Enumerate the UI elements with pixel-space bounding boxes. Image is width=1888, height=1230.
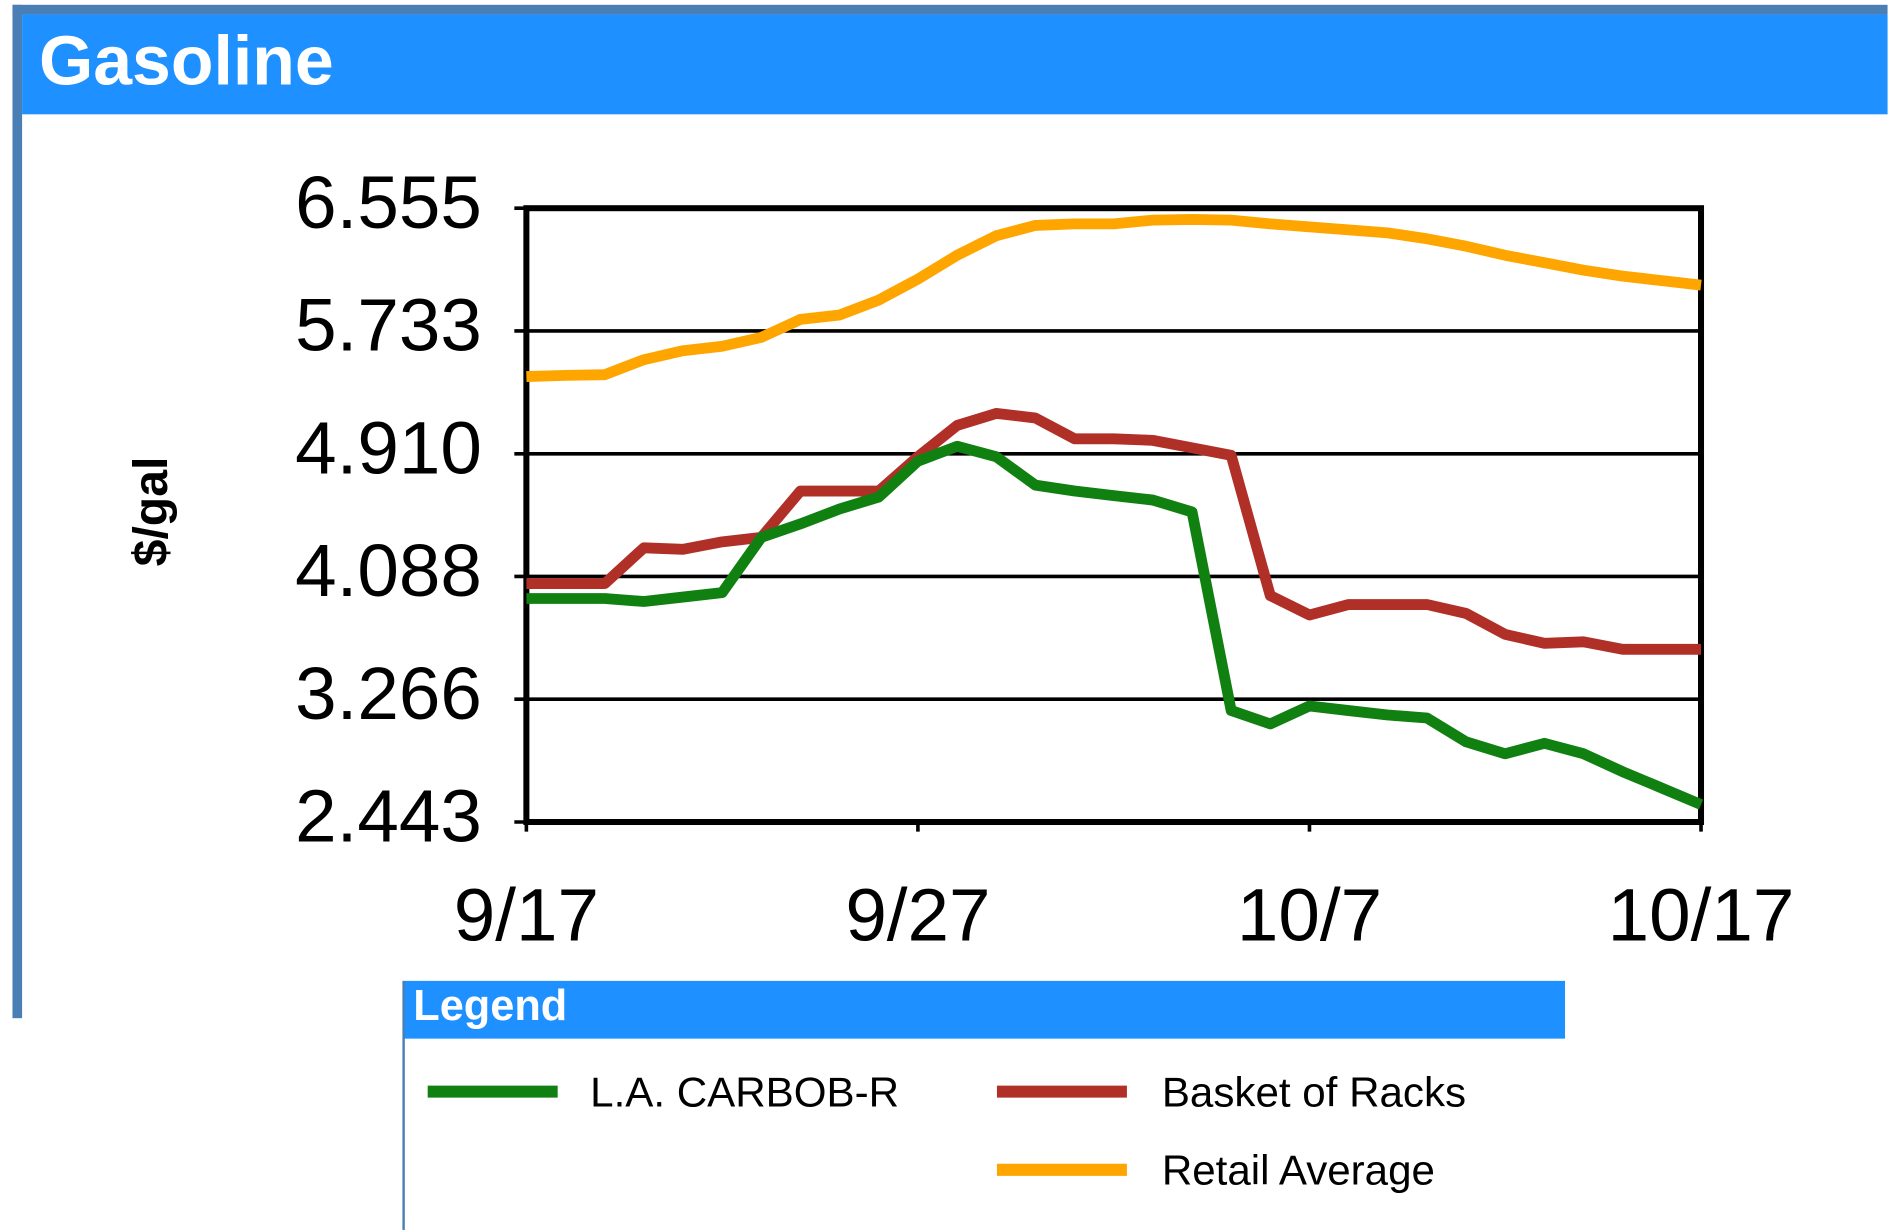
line-series xyxy=(526,440,1704,810)
legend-border xyxy=(402,980,405,1230)
y-tick-label: 5.733 xyxy=(295,283,482,367)
line-series xyxy=(526,407,1702,655)
y-tick-label: 4.088 xyxy=(295,528,482,612)
y-tick-label: 6.555 xyxy=(295,160,482,244)
line-series xyxy=(526,213,1702,382)
header-bar xyxy=(22,14,1888,115)
legend-label: Basket of Racks xyxy=(1162,1068,1466,1115)
legend-title: Legend xyxy=(413,982,567,1030)
y-tick-label: 4.910 xyxy=(295,405,482,489)
legend-header xyxy=(403,980,1566,1039)
y-axis-label: $/gal xyxy=(124,457,178,567)
y-tick-label: 2.443 xyxy=(295,774,482,858)
x-tick-label: 10/17 xyxy=(1608,872,1795,956)
legend-label: L.A. CARBOB-R xyxy=(590,1068,899,1115)
x-tick-label: 9/27 xyxy=(845,872,990,956)
chart-title: Gasoline xyxy=(39,22,334,100)
y-tick-label: 3.266 xyxy=(295,651,482,735)
legend-label: Retail Average xyxy=(1162,1147,1435,1194)
plot-frame xyxy=(523,205,1705,826)
frame-left xyxy=(12,4,23,1019)
frame-top xyxy=(12,4,1888,15)
x-tick-label: 10/7 xyxy=(1237,872,1382,956)
x-tick-label: 9/17 xyxy=(454,872,599,956)
